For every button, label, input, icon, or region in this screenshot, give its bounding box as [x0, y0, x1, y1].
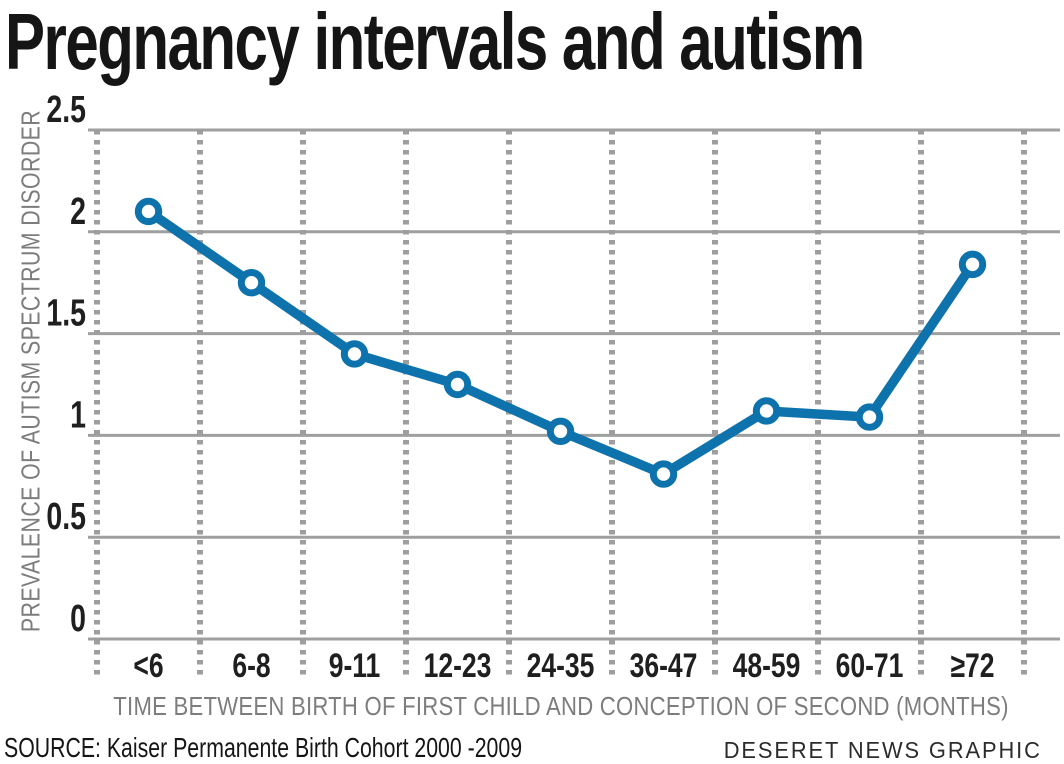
data-point-marker — [546, 417, 575, 446]
y-tick-label: 1.5 — [46, 293, 86, 335]
x-tick-label: ≥72 — [950, 647, 994, 685]
data-point-marker — [855, 403, 884, 431]
y-tick-label: 0.5 — [46, 496, 86, 538]
y-tick-label: 1 — [70, 395, 86, 437]
source-note: SOURCE: Kaiser Permanente Birth Cohort 2… — [4, 732, 523, 763]
data-point-marker — [958, 250, 987, 279]
data-point-marker — [340, 340, 369, 368]
x-tick-label: 60-71 — [836, 647, 904, 685]
y-tick-label: 2 — [70, 191, 86, 233]
x-tick-label: 36-47 — [630, 647, 698, 685]
x-tick-label: 24-35 — [527, 647, 595, 685]
x-tick-label: 12-23 — [424, 647, 492, 685]
x-tick-label: 9-11 — [329, 647, 381, 685]
y-axis-title: PREVALENCE OF AUTISM SPECTRUM DISORDER — [15, 109, 46, 633]
y-tick-label: 2.5 — [46, 89, 86, 131]
chart-title: Pregnancy intervals and autism — [5, 0, 865, 86]
x-axis-title: TIME BETWEEN BIRTH OF FIRST CHILD AND CO… — [113, 691, 1009, 721]
y-tick-label: 0 — [70, 598, 86, 640]
data-point-marker — [443, 370, 472, 399]
data-point-marker — [752, 397, 781, 425]
x-tick-label: 6-8 — [232, 647, 270, 685]
data-point-marker — [649, 460, 678, 488]
data-point-marker — [134, 197, 163, 226]
credit-note: DESERET NEWS GRAPHIC — [723, 737, 1042, 763]
data-point-marker — [237, 269, 266, 297]
x-tick-label: <6 — [133, 647, 163, 685]
x-tick-label: 48-59 — [733, 647, 801, 685]
